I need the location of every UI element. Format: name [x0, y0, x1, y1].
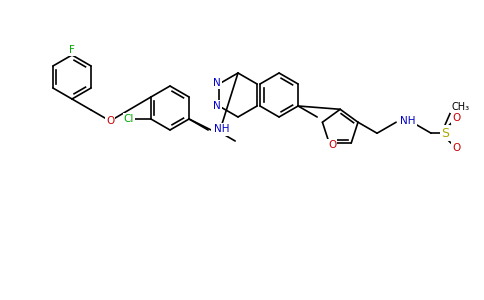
Text: O: O [452, 143, 460, 153]
Text: O: O [328, 140, 336, 150]
Text: S: S [441, 127, 449, 140]
Text: NH: NH [400, 116, 416, 126]
Text: NH: NH [212, 125, 227, 135]
Text: Cl: Cl [124, 114, 134, 124]
Text: NH: NH [214, 124, 229, 134]
Text: N: N [213, 101, 221, 111]
Text: CH₃: CH₃ [451, 102, 469, 112]
Text: O: O [106, 116, 114, 126]
Text: O: O [452, 113, 460, 123]
Text: N: N [213, 78, 221, 88]
Text: F: F [69, 45, 75, 55]
